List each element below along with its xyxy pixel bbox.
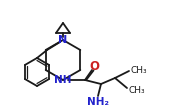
Text: CH₃: CH₃	[129, 85, 145, 95]
Text: NH: NH	[54, 75, 72, 85]
Text: O: O	[89, 59, 99, 72]
Text: NH₂: NH₂	[87, 97, 109, 107]
Text: N: N	[58, 35, 68, 45]
Text: CH₃: CH₃	[131, 66, 147, 74]
